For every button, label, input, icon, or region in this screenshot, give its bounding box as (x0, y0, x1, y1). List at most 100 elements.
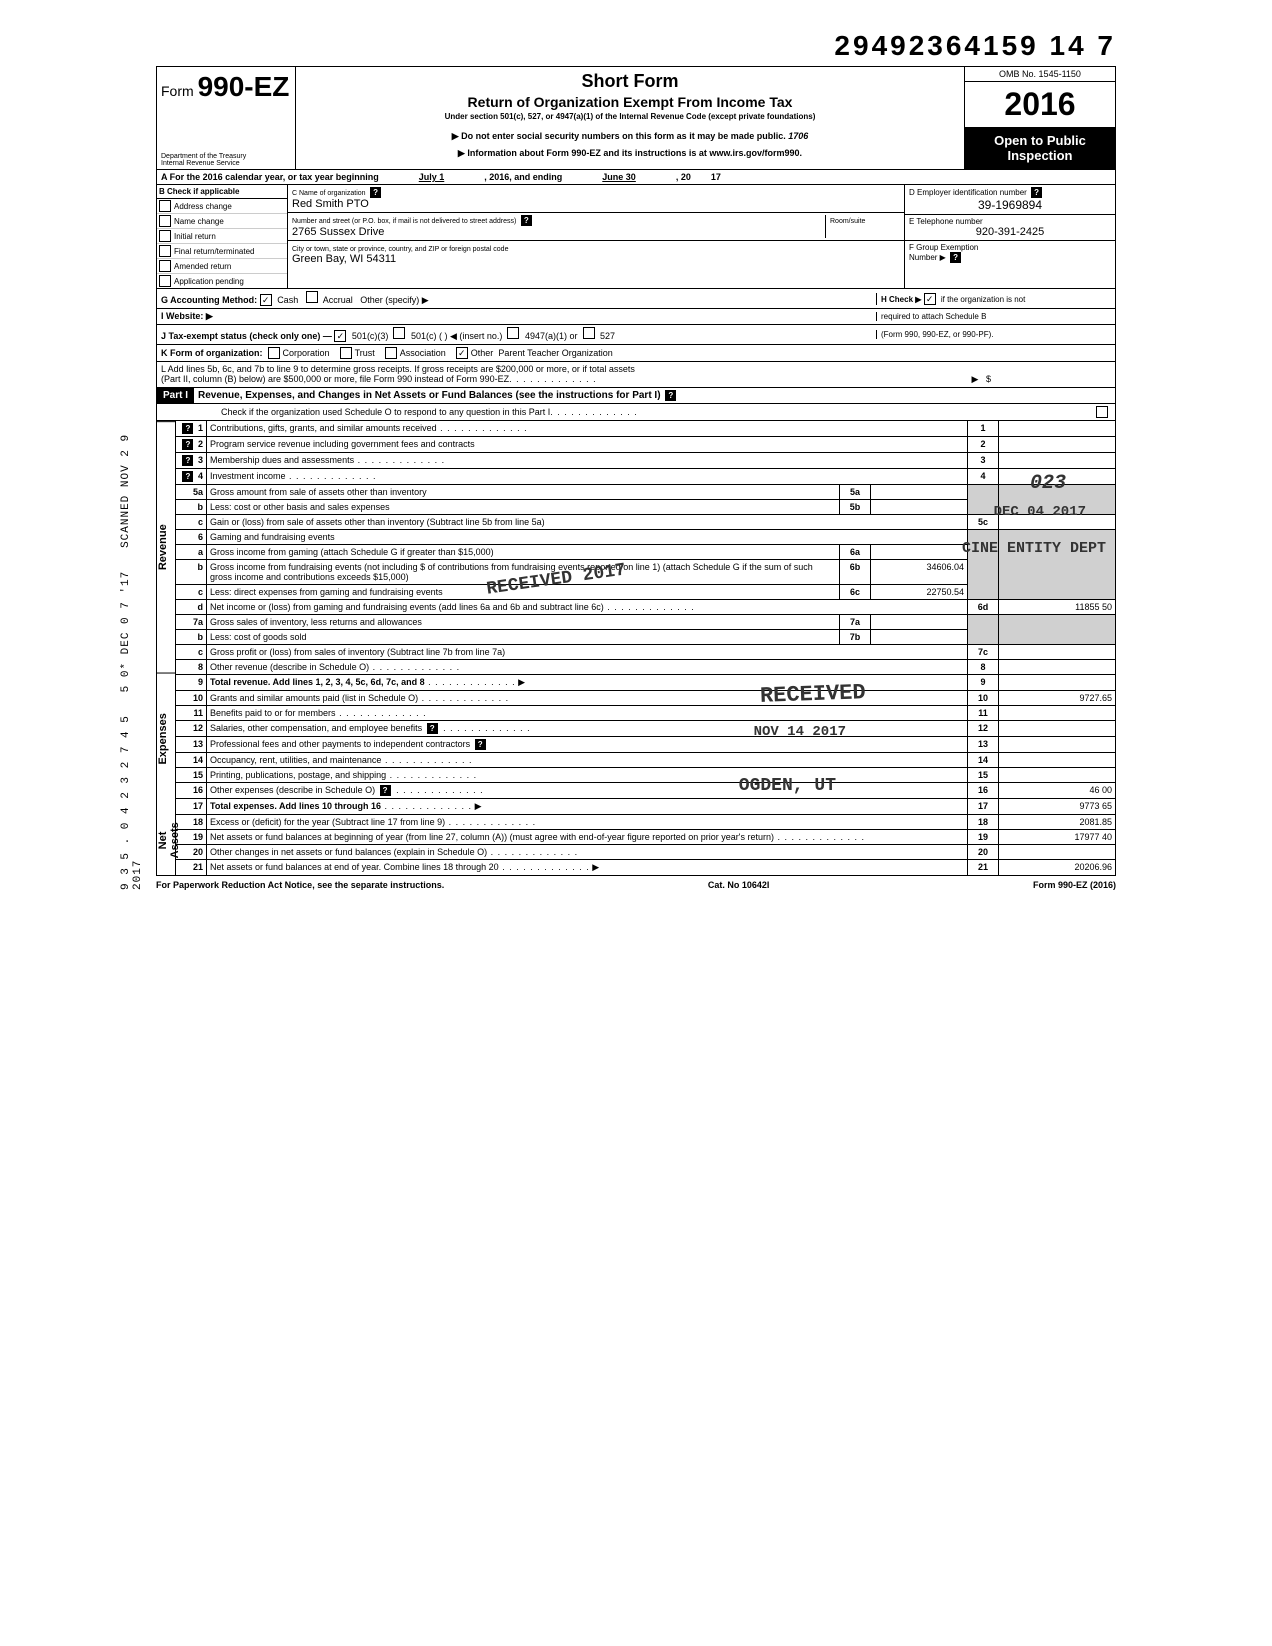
sb6c: 6c (840, 585, 871, 600)
n7b: b (176, 630, 207, 645)
amt20 (999, 845, 1116, 860)
row-l-amount (991, 374, 1111, 385)
dots (509, 374, 971, 385)
form-header: Form 990-EZ Department of the Treasury I… (156, 66, 1116, 169)
row-g-h: G Accounting Method: ✓ Cash Accrual Othe… (156, 289, 1116, 309)
lines-table: ? 1Contributions, gifts, grants, and sim… (175, 421, 1116, 876)
sv6c: 22750.54 (871, 585, 968, 600)
lbl-501c3: 501(c)(3) (352, 331, 389, 341)
ln20: 20 (968, 845, 999, 860)
n11: 11 (176, 706, 207, 721)
open-public-1: Open to Public (967, 133, 1113, 148)
cb-cash[interactable]: ✓ (260, 294, 272, 306)
return-title: Return of Organization Exempt From Incom… (302, 94, 958, 110)
footer-right: Form 990-EZ (2016) (1033, 880, 1116, 890)
d11: Benefits paid to or for members (210, 708, 336, 718)
side-netassets: Net Assets (157, 805, 175, 875)
year-box: OMB No. 1545-1150 2016 Open to Public In… (964, 67, 1115, 169)
ssn-warning: ▶ Do not enter social security numbers o… (452, 131, 786, 141)
row-j-label: J Tax-exempt status (check only one) — (161, 331, 332, 341)
amt7c (999, 645, 1116, 660)
d6d: Net income or (loss) from gaming and fun… (210, 602, 604, 612)
form-number: 990-EZ (198, 71, 290, 102)
form-id-box: Form 990-EZ Department of the Treasury I… (157, 67, 296, 169)
d20: Other changes in net assets or fund bala… (210, 847, 487, 857)
lbl-other-org: Other (471, 348, 494, 358)
tel-label: E Telephone number (909, 217, 983, 226)
cb-501c[interactable] (393, 327, 405, 339)
cb-initial-return[interactable] (159, 230, 171, 242)
row-l-arrow: ▶ (972, 374, 979, 385)
cb-amended[interactable] (159, 260, 171, 272)
d17: Total expenses. Add lines 10 through 16 (210, 801, 381, 811)
part1-check-text: Check if the organization used Schedule … (221, 407, 550, 417)
part1-check-row: Check if the organization used Schedule … (156, 404, 1116, 421)
ln17: 17 (968, 799, 999, 815)
n6b: b (176, 560, 207, 585)
group-exempt-2: Number ▶ (909, 253, 946, 262)
lbl-name-change: Name change (174, 217, 224, 226)
ln2: 2 (968, 437, 999, 453)
lbl-501c-b: ) ◀ (insert no.) (445, 331, 503, 341)
cb-accrual[interactable] (306, 291, 318, 303)
cb-trust[interactable] (340, 347, 352, 359)
cb-other-org[interactable]: ✓ (456, 347, 468, 359)
row-a: A For the 2016 calendar year, or tax yea… (156, 169, 1116, 184)
cb-schedule-o[interactable] (1096, 406, 1108, 418)
cb-assoc[interactable] (385, 347, 397, 359)
part1-label: Part I (157, 388, 194, 403)
ln4: 4 (968, 469, 999, 485)
ein-value: 39-1969894 (909, 198, 1111, 212)
tel-value: 920-391-2425 (909, 226, 1111, 238)
cb-501c3[interactable]: ✓ (334, 330, 346, 342)
n6c: c (176, 585, 207, 600)
amt1 (999, 421, 1116, 437)
n1: 1 (198, 423, 203, 433)
n7a: 7a (176, 615, 207, 630)
cb-4947[interactable] (507, 327, 519, 339)
d7c: Gross profit or (loss) from sales of inv… (210, 647, 505, 657)
n8: 8 (176, 660, 207, 675)
handwrite-1706: 1706 (788, 131, 808, 141)
open-public-2: Inspection (967, 148, 1113, 163)
n13: 13 (176, 737, 207, 753)
row-a-begin: July 1 (419, 172, 445, 182)
cb-pending[interactable] (159, 275, 171, 287)
side-revenue: Revenue (157, 421, 175, 673)
tax-year: 2016 (965, 82, 1115, 127)
vs3: 9 3 5 . 0 4 2 3 2 7 4 5 (120, 715, 132, 890)
sb5b: 5b (840, 500, 871, 515)
lbl-accrual: Accrual (323, 295, 353, 305)
cb-no-schedule-b[interactable]: ✓ (924, 293, 936, 305)
lbl-address-change: Address change (174, 202, 232, 211)
ln13: 13 (968, 737, 999, 753)
d6a: Gross income from gaming (attach Schedul… (210, 547, 494, 557)
cb-527[interactable] (583, 327, 595, 339)
d2: Program service revenue including govern… (210, 439, 475, 449)
sb6b: 6b (840, 560, 871, 585)
amt16: 46 00 (999, 783, 1116, 799)
cb-name-change[interactable] (159, 215, 171, 227)
cb-address-change[interactable] (159, 200, 171, 212)
n3: 3 (198, 455, 203, 465)
ln11: 11 (968, 706, 999, 721)
ln3: 3 (968, 453, 999, 469)
cb-final-return[interactable] (159, 245, 171, 257)
amt5c (999, 515, 1116, 530)
row-l: L Add lines 5b, 6c, and 7b to line 9 to … (156, 362, 1116, 388)
sb7a: 7a (840, 615, 871, 630)
n6: 6 (176, 530, 207, 545)
amt10: 9727.65 (999, 691, 1116, 706)
cb-corp[interactable] (268, 347, 280, 359)
help-icon: ? (950, 252, 961, 263)
sv5b (871, 500, 968, 515)
lbl-assoc: Association (400, 348, 446, 358)
lbl-other-method: Other (specify) ▶ (360, 295, 428, 305)
amt4 (999, 469, 1116, 485)
lbl-final-return: Final return/terminated (174, 247, 254, 256)
part1-header-row: Part I Revenue, Expenses, and Changes in… (156, 388, 1116, 404)
amt6d: 11855 50 (999, 600, 1116, 615)
amt21: 20206.96 (999, 860, 1116, 876)
d19: Net assets or fund balances at beginning… (210, 832, 774, 842)
amt14 (999, 753, 1116, 768)
